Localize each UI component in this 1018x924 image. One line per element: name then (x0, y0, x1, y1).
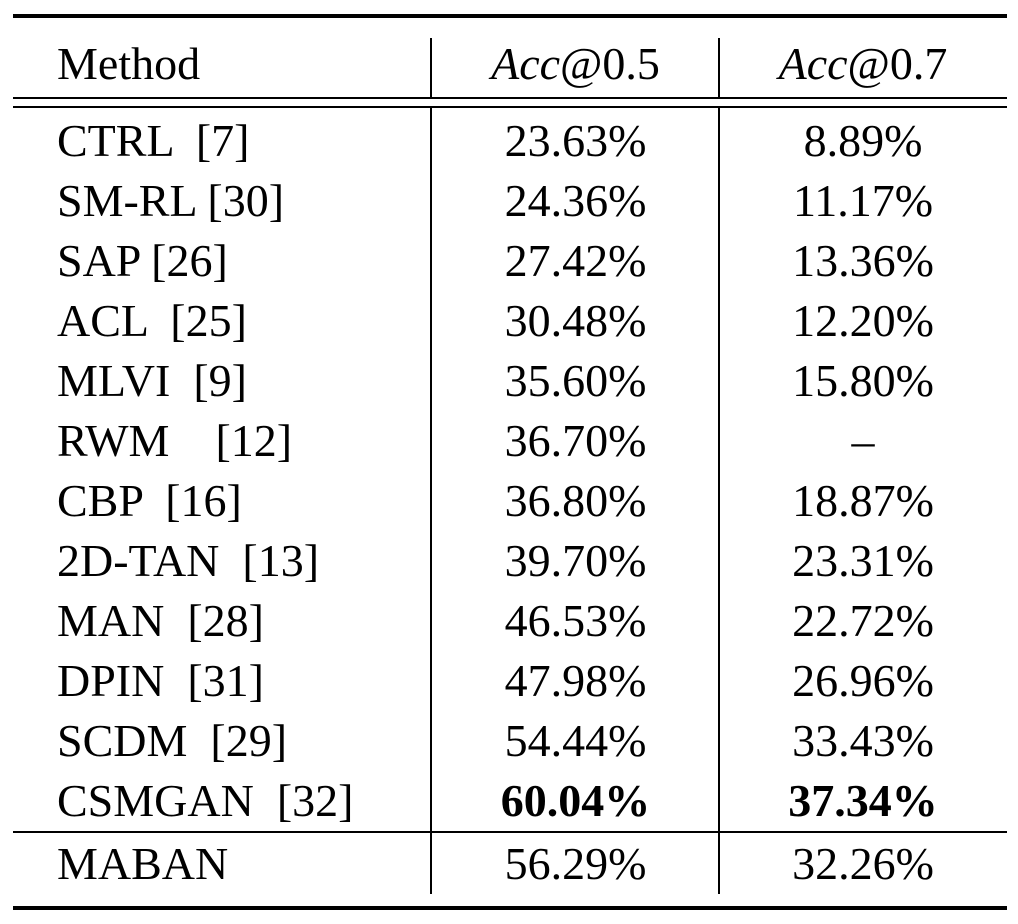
table-row-acc07: 23.31% (792, 535, 934, 586)
table-row-acc05: 54.44% (504, 715, 647, 766)
column-divider-2-body (718, 108, 720, 894)
table-row-method: CTRL [7] (57, 115, 250, 166)
header-acc-07-rest: @0.7 (847, 38, 948, 89)
table-row-acc05: 36.70% (504, 415, 647, 466)
table-row-acc05: 27.42% (504, 235, 647, 286)
header-acc-07-italic: Acc (778, 38, 848, 89)
table-row-acc07: – (851, 415, 875, 466)
final-row-rule (13, 831, 1007, 833)
final-row-acc05: 56.29% (504, 838, 647, 889)
table-row-method: DPIN [31] (57, 655, 264, 706)
table-row-method: ACL [25] (57, 295, 247, 346)
table-row-acc05: 30.48% (504, 295, 647, 346)
table-row-method: MLVI [9] (57, 355, 247, 406)
table-row-acc05: 46.53% (504, 595, 647, 646)
table-row-acc05: 23.63% (504, 115, 647, 166)
header-method: Method (57, 38, 201, 89)
table-row-acc05: 39.70% (504, 535, 647, 586)
top-rule (13, 14, 1007, 18)
header-acc-05-italic: Acc (491, 38, 561, 89)
table-row-method: 2D-TAN [13] (57, 535, 320, 586)
table-row-method: SCDM [29] (57, 715, 288, 766)
table-row-acc07: 15.80% (792, 355, 934, 406)
header-acc-07: Acc@0.7 (720, 34, 1006, 94)
table-row-method: SAP [26] (57, 235, 228, 286)
table-row-acc05: 47.98% (504, 655, 647, 706)
table-row-acc05: 36.80% (504, 475, 647, 526)
final-row-method: MABAN (57, 838, 229, 889)
table-row-acc05: 35.60% (504, 355, 647, 406)
table-row-acc05: 24.36% (504, 175, 647, 226)
table-row-acc05-best: 60.04% (500, 775, 651, 826)
table-row-acc07: 8.89% (803, 115, 923, 166)
table-row-acc07-best: 37.34% (788, 775, 938, 826)
table-row-method: MAN [28] (57, 595, 264, 646)
header-rule-2 (13, 106, 1007, 108)
table-row-acc07: 18.87% (792, 475, 934, 526)
column-divider-1-body (430, 108, 432, 894)
table-row-method: RWM [12] (57, 415, 293, 466)
table-row-acc07: 33.43% (792, 715, 934, 766)
table-row-method: SM-RL [30] (57, 175, 285, 226)
table-row-method: CBP [16] (57, 475, 242, 526)
table-row-acc07: 12.20% (792, 295, 934, 346)
table-row-acc07: 22.72% (792, 595, 934, 646)
column-divider-2-header (718, 38, 720, 98)
table-row-acc07: 26.96% (792, 655, 934, 706)
final-row-acc07: 32.26% (792, 838, 934, 889)
table-row-acc07: 13.36% (792, 235, 934, 286)
table-row-acc07: 11.17% (792, 175, 934, 226)
table-row-method: CSMGAN [32] (57, 775, 354, 826)
column-divider-1-header (430, 38, 432, 98)
header-rule-1 (13, 97, 1007, 99)
bottom-rule (13, 906, 1007, 910)
header-acc-05: Acc@0.5 (432, 34, 719, 94)
header-acc-05-rest: @0.5 (560, 38, 660, 89)
